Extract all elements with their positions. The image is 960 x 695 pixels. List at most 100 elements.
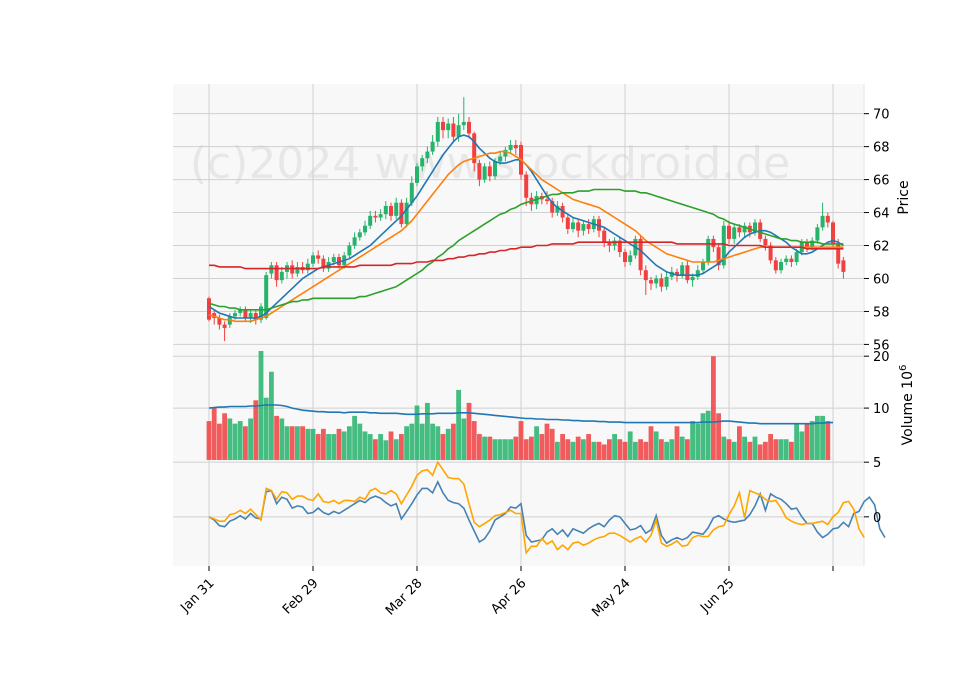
- candle: [441, 116, 445, 139]
- volume-bar: [451, 423, 456, 460]
- price-ma-line-orange: [208, 150, 844, 323]
- volume-bar: [388, 431, 394, 460]
- candle-body: [274, 265, 279, 281]
- candle-body: [378, 214, 383, 218]
- candle: [727, 220, 731, 244]
- candle-body: [467, 121, 471, 134]
- volume-bar: [513, 436, 519, 460]
- candle: [659, 273, 664, 292]
- candle-body: [784, 258, 789, 262]
- candle-body: [607, 242, 612, 246]
- candle: [274, 262, 279, 287]
- candle-body: [347, 245, 352, 256]
- candle-body: [571, 222, 575, 230]
- volume-bar: [445, 428, 451, 460]
- volume-bar: [700, 413, 706, 460]
- candle: [420, 154, 425, 172]
- volume-bar: [534, 426, 539, 460]
- volume-bar: [555, 441, 560, 460]
- candle: [831, 220, 835, 248]
- candle-body: [789, 258, 794, 262]
- candle: [612, 237, 617, 251]
- candle: [435, 116, 440, 147]
- volume-bar: [778, 439, 784, 460]
- candle: [789, 255, 794, 267]
- volume-bar: [440, 434, 446, 460]
- oscillator-tick-label: 5: [873, 456, 881, 471]
- candle: [550, 197, 555, 218]
- price-panel: [173, 84, 864, 351]
- volume-bar: [284, 426, 290, 460]
- candle-body: [732, 227, 737, 239]
- candle: [399, 199, 404, 228]
- candle-body: [825, 215, 830, 223]
- volume-bar: [690, 421, 695, 460]
- candle: [706, 235, 711, 266]
- candle-body: [331, 257, 336, 262]
- volume-bar: [206, 421, 212, 460]
- candle: [773, 257, 778, 274]
- volume-bar: [295, 426, 300, 460]
- volume-bar: [508, 439, 513, 460]
- volume-bar: [794, 423, 799, 460]
- price-ma-line-red: [209, 241, 844, 270]
- volume-bar: [289, 426, 295, 460]
- candle: [664, 271, 669, 291]
- candle: [409, 176, 414, 206]
- volume-bar: [633, 441, 638, 460]
- candle-body: [482, 166, 487, 180]
- volume-bar: [227, 418, 233, 460]
- candle: [742, 222, 747, 238]
- candle-body: [279, 271, 284, 281]
- volume-tick-label: 10: [873, 402, 890, 417]
- volume-bar: [711, 356, 716, 460]
- volume-bar: [747, 441, 753, 460]
- volume-bar: [347, 426, 352, 460]
- volume-bar: [217, 423, 222, 460]
- candle: [565, 214, 570, 234]
- candle-body: [508, 144, 513, 150]
- candle-body: [711, 238, 716, 248]
- volume-bar: [617, 439, 623, 460]
- volume-bar: [820, 415, 825, 460]
- candle-body: [675, 271, 679, 276]
- volume-bar: [685, 439, 690, 460]
- volume-bar: [248, 418, 253, 460]
- candle-body: [649, 280, 653, 284]
- candle: [363, 220, 367, 236]
- candle-body: [259, 306, 263, 320]
- volume-bar: [367, 434, 373, 460]
- price-ma-line-green: [208, 188, 844, 311]
- volume-bar: [586, 434, 591, 460]
- volume-bar: [679, 436, 685, 460]
- candle-body: [477, 163, 482, 180]
- volume-bar: [622, 441, 628, 460]
- volume-bar: [503, 439, 508, 460]
- candle: [347, 242, 352, 259]
- volume-bar: [560, 434, 565, 460]
- candle-body: [446, 123, 451, 131]
- candle-body: [706, 238, 711, 262]
- volume-bar: [336, 428, 342, 460]
- price-tick-label: 66: [873, 174, 890, 189]
- candle-body: [316, 255, 321, 259]
- volume-tick-label: 20: [873, 350, 890, 365]
- candle: [357, 229, 362, 241]
- candle: [290, 260, 295, 279]
- price-tick-label: 64: [873, 207, 890, 222]
- volume-bar: [539, 434, 545, 460]
- candle-body: [643, 270, 648, 281]
- candle: [602, 227, 607, 248]
- volume-bar: [664, 441, 669, 460]
- candle-body: [420, 158, 425, 167]
- candle: [394, 197, 399, 220]
- candle: [461, 97, 466, 131]
- volume-bar: [300, 426, 305, 460]
- price-tick-label: 68: [873, 141, 890, 156]
- candle-body: [404, 202, 409, 225]
- volume-bar: [659, 439, 664, 460]
- x-tick-label: Feb 29: [280, 576, 322, 618]
- price-tick-label: 70: [873, 108, 890, 123]
- candle-body: [222, 324, 227, 328]
